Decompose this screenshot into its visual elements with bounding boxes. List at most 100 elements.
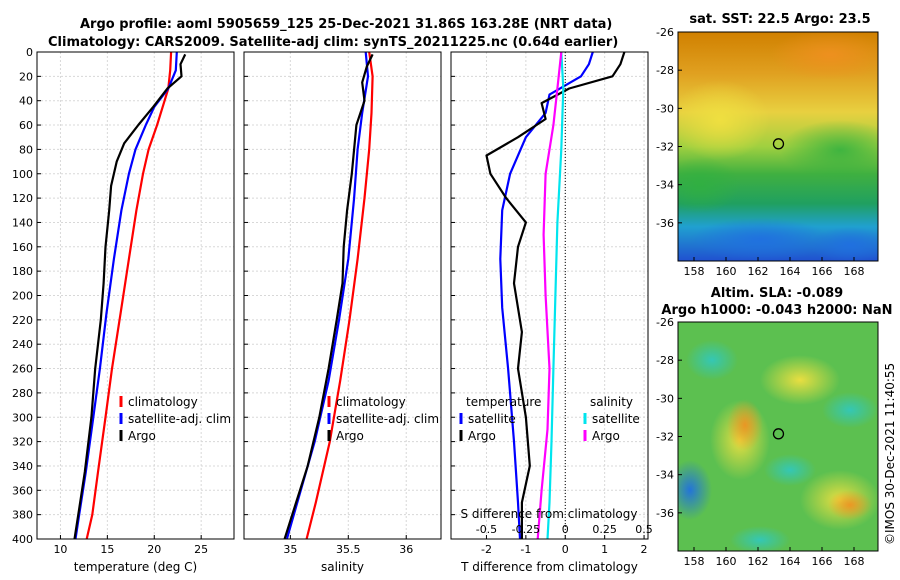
y-tick-label: 0 bbox=[26, 46, 33, 59]
series-line-t-argo bbox=[485, 51, 626, 539]
sla-field bbox=[678, 322, 878, 551]
x-tick-label: -2 bbox=[481, 543, 492, 556]
y-tick-label: 320 bbox=[12, 436, 33, 449]
s-tick-label: 0.25 bbox=[592, 523, 617, 536]
y-tick-label: 400 bbox=[12, 533, 33, 546]
x-tick-label: 10 bbox=[53, 543, 67, 556]
map-y-tick-label: -26 bbox=[656, 316, 674, 329]
sst-argo-marker bbox=[772, 138, 785, 150]
map-x-tick-label: 158 bbox=[684, 265, 705, 278]
x-tick-label: 0 bbox=[562, 543, 569, 556]
sst-axes: 158 160 162 164 166 168 -26 -28 -30 -32 -34 -36 bbox=[656, 26, 864, 278]
legend-label: Argo bbox=[468, 429, 496, 443]
sla-map: Altim. SLA: -0.089 Argo h1000: -0.043 h2… bbox=[656, 286, 893, 568]
map-y-tick-label: -30 bbox=[656, 392, 674, 405]
series-line-argo bbox=[283, 53, 374, 540]
sla-map-title-1: Altim. SLA: -0.089 bbox=[711, 286, 843, 301]
map-y-tick-label: -28 bbox=[656, 64, 674, 77]
s-tick-label: -0.25 bbox=[512, 523, 540, 536]
x-tick-label: 1 bbox=[601, 543, 608, 556]
map-x-tick-label: 160 bbox=[716, 555, 737, 568]
map-x-tick-label: 166 bbox=[812, 555, 833, 568]
sst-map-title: sat. SST: 22.5 Argo: 23.5 bbox=[689, 12, 870, 27]
sla-argo-marker bbox=[772, 428, 785, 440]
series-line-s-satellite bbox=[546, 51, 565, 540]
temperature-panel: 10 15 20 25 temperature (deg C) 0 20 40 60 80 100 1… bbox=[12, 46, 235, 574]
x-tick-label: 36 bbox=[399, 543, 413, 556]
y-tick-label: 300 bbox=[12, 411, 33, 424]
y-tick-label: 80 bbox=[19, 143, 33, 156]
map-y-tick-label: -30 bbox=[656, 102, 674, 115]
x-tick-label: -1 bbox=[520, 543, 531, 556]
map-x-tick-label: 160 bbox=[716, 265, 737, 278]
series-line-climatology bbox=[305, 51, 374, 540]
x-axis-label: temperature (deg C) bbox=[74, 560, 197, 574]
y-tick-label: 280 bbox=[12, 387, 33, 400]
y-tick-label: 100 bbox=[12, 168, 33, 181]
map-x-tick-label: 168 bbox=[844, 265, 865, 278]
series-line-climatology bbox=[85, 51, 173, 540]
sla-map-title-2: Argo h1000: -0.043 h2000: NaN bbox=[661, 303, 892, 318]
legend-label: satellite-adj. clim bbox=[336, 412, 439, 426]
map-y-tick-label: -34 bbox=[656, 179, 674, 192]
y-tick-label: 380 bbox=[12, 509, 33, 522]
sla-axes: 158 160 162 164 166 168 -26 -28 -30 -32 -34 -36 bbox=[656, 316, 864, 568]
s-tick-label: -0.5 bbox=[476, 523, 497, 536]
series-line-s-argo bbox=[536, 51, 563, 540]
x-axis-label: salinity bbox=[321, 560, 364, 574]
legend-title: salinity bbox=[590, 395, 633, 409]
legend-label: climatology bbox=[128, 395, 198, 409]
x-tick-label: 20 bbox=[147, 543, 161, 556]
y-tick-label: 340 bbox=[12, 460, 33, 473]
map-x-tick-label: 168 bbox=[844, 555, 865, 568]
x-tick-label: 2 bbox=[641, 543, 648, 556]
y-tick-label: 140 bbox=[12, 216, 33, 229]
map-y-tick-label: -32 bbox=[656, 431, 674, 444]
legend-label: satellite bbox=[592, 412, 640, 426]
series-line-t-satellite bbox=[499, 51, 594, 540]
map-x-tick-label: 166 bbox=[812, 265, 833, 278]
legend-label: Argo bbox=[592, 429, 620, 443]
map-x-tick-label: 162 bbox=[748, 265, 769, 278]
map-y-tick-label: -36 bbox=[656, 507, 674, 520]
x-axis-label: T difference from climatology bbox=[460, 560, 638, 574]
y-tick-label: 260 bbox=[12, 363, 33, 376]
y-tick-label: 160 bbox=[12, 241, 33, 254]
y-tick-label: 120 bbox=[12, 192, 33, 205]
map-y-tick-label: -34 bbox=[656, 469, 674, 482]
title-line-1: Argo profile: aoml 5905659_125 25-Dec-20… bbox=[80, 17, 612, 32]
y-tick-label: 60 bbox=[19, 119, 33, 132]
x-tick-label: 15 bbox=[100, 543, 114, 556]
y-tick-label: 180 bbox=[12, 265, 33, 278]
difference-panel: -2 -1 0 1 2T difference from climatology temp… bbox=[450, 51, 653, 574]
y-tick-label: 220 bbox=[12, 314, 33, 327]
map-x-tick-label: 162 bbox=[748, 555, 769, 568]
s-tick-label: 0 bbox=[562, 523, 569, 536]
y-tick-label: 40 bbox=[19, 95, 33, 108]
y-tick-label: 360 bbox=[12, 484, 33, 497]
legend-label: satellite bbox=[468, 412, 516, 426]
map-x-tick-label: 164 bbox=[780, 265, 801, 278]
salinity-panel: 35 35.5 36 salinity climatology satellite-adj… bbox=[243, 51, 442, 574]
legend-label: Argo bbox=[336, 429, 364, 443]
y-tick-label: 240 bbox=[12, 338, 33, 351]
sst-map: sat. SST: 22.5 Argo: 23.5 158 160 162 164 16… bbox=[656, 12, 879, 278]
map-y-tick-label: -36 bbox=[656, 217, 674, 230]
x-tick-label: 35 bbox=[283, 543, 297, 556]
legend-label: satellite-adj. clim bbox=[128, 412, 231, 426]
x-tick-label: 25 bbox=[194, 543, 208, 556]
s-tick-label: 0.5 bbox=[635, 523, 653, 536]
legend-label: Argo bbox=[128, 429, 156, 443]
map-y-tick-label: -28 bbox=[656, 354, 674, 367]
map-y-tick-label: -32 bbox=[656, 141, 674, 154]
map-y-tick-label: -26 bbox=[656, 26, 674, 39]
x-tick-label: 35.5 bbox=[336, 543, 361, 556]
series-line-argo bbox=[73, 53, 187, 540]
legend-label: climatology bbox=[336, 395, 406, 409]
legend-title: temperature bbox=[466, 395, 541, 409]
s-difference-label: S difference from climatology bbox=[461, 507, 638, 521]
sst-field bbox=[678, 32, 878, 261]
imos-watermark: ©IMOS 30-Dec-2021 11:40:55 bbox=[883, 363, 897, 545]
map-x-tick-label: 164 bbox=[780, 555, 801, 568]
